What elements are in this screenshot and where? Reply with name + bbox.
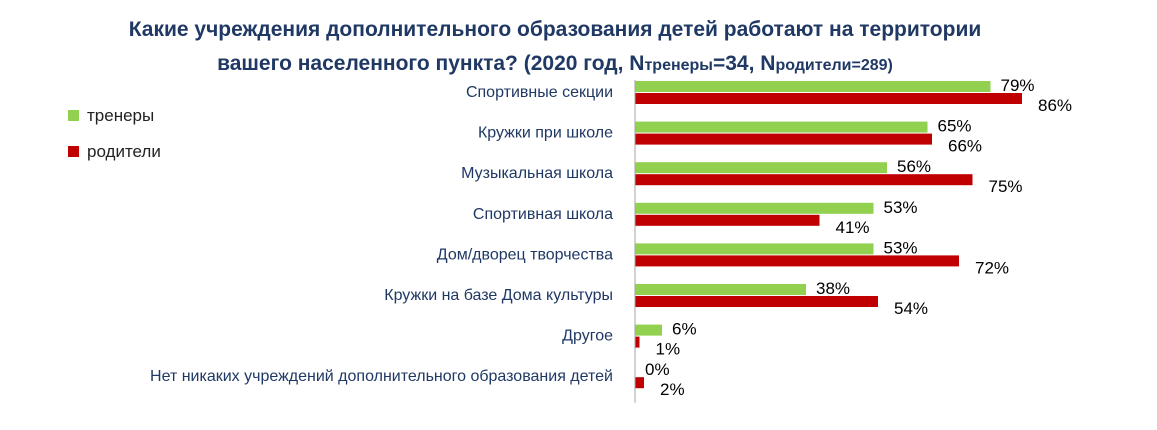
bar-coaches (635, 162, 887, 174)
data-label-parents: 2% (660, 380, 685, 399)
category-label: Спортивная школа (473, 206, 613, 223)
category-label: Музыкальная школа (461, 165, 613, 182)
title-end: =289) (851, 57, 893, 74)
bar-parents (635, 174, 973, 186)
data-label-parents: 41% (836, 218, 870, 237)
bar-parents (635, 255, 959, 267)
category-label: Нет никаких учреждений дополнительного о… (150, 368, 613, 385)
data-label-parents: 1% (656, 340, 681, 359)
data-label-coaches: 56% (897, 157, 931, 176)
data-label-coaches: 79% (1001, 76, 1035, 95)
data-label-coaches: 38% (816, 279, 850, 298)
category-label: Кружки на базе Дома культуры (384, 287, 613, 304)
bar-parents (635, 93, 1022, 104)
category-label: Дом/дворец творчества (437, 246, 613, 263)
bar-parents (635, 336, 640, 348)
chart-title-line2: вашего населенного пункта? (2020 год, Nт… (0, 47, 1110, 82)
data-label-parents: 72% (975, 258, 1009, 277)
data-label-parents: 54% (894, 299, 928, 318)
data-label-parents: 86% (1038, 96, 1072, 115)
legend-item-coaches: тренеры (68, 106, 154, 126)
title-mid: =34, N (712, 52, 776, 75)
bar-coaches (635, 284, 806, 295)
legend-swatch-coaches (68, 110, 79, 122)
title-sub-parents: родители (775, 57, 852, 74)
bar-coaches (635, 243, 874, 255)
legend-label-coaches: тренеры (87, 106, 155, 125)
category-label: Другое (562, 328, 613, 345)
data-label-coaches: 0% (645, 360, 670, 379)
legend-item-parents: родители (68, 142, 161, 162)
legend-label-parents: родители (87, 142, 161, 161)
bar-coaches (635, 81, 991, 92)
bar-coaches (635, 324, 662, 336)
legend-swatch-parents (68, 146, 79, 158)
data-label-parents: 66% (948, 137, 982, 156)
bar-parents (635, 214, 820, 226)
title-main: вашего населенного пункта? (2020 год, N (217, 52, 645, 75)
bar-parents (635, 133, 932, 145)
data-label-parents: 75% (989, 177, 1023, 196)
category-label: Спортивные секции (466, 84, 613, 101)
data-label-coaches: 65% (938, 117, 972, 136)
title-sub-coaches: тренеры (644, 57, 713, 74)
category-label: Кружки при школе (478, 125, 613, 142)
bar-parents (635, 296, 878, 307)
data-label-coaches: 53% (884, 198, 918, 217)
data-label-coaches: 6% (672, 320, 697, 339)
chart-title-line1: Какие учреждения дополнительного образов… (128, 18, 982, 41)
bar-coaches (635, 121, 928, 133)
data-label-coaches: 53% (884, 238, 918, 257)
bar-parents (635, 377, 644, 389)
bar-coaches (635, 202, 874, 214)
